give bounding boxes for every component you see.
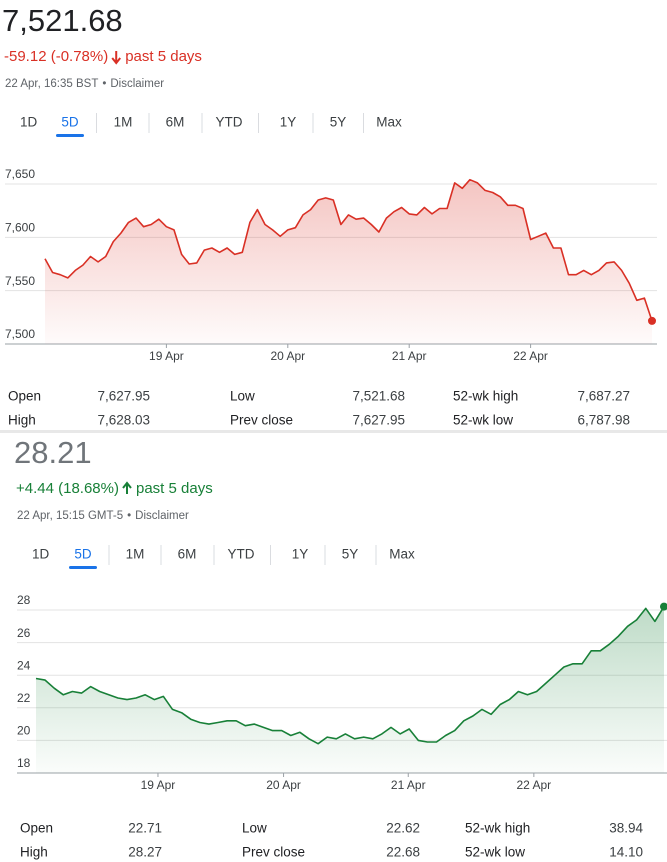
timestamp-text: 22 Apr, 15:15 GMT-5 [17,510,123,522]
timestamp-text: 22 Apr, 16:35 BST [5,78,98,90]
x-tick-label: 21 Apr [391,778,426,792]
stat-label: Open [8,389,41,404]
disclaimer-link[interactable]: Disclaimer [135,510,189,522]
range-tab[interactable]: 6M [166,115,185,130]
change-period: past 5 days [125,48,202,65]
x-tick-label: 20 Apr [270,349,305,363]
y-tick-label: 7,650 [5,167,35,181]
change-arrow [111,51,121,65]
divider [0,430,667,433]
change: -59.12 (-0.78%) [4,48,108,65]
stat-value: 7,628.03 [97,413,150,428]
change-value: +4.44 (18.68%) [16,480,119,497]
tab-underline [56,134,84,137]
timestamp: 22 Apr, 15:15 GMT-5 • Disclaimer [17,510,189,522]
stat-value: 7,687.27 [577,389,630,404]
stat-label: High [8,413,36,428]
timestamp: 22 Apr, 16:35 BST • Disclaimer [5,78,164,90]
range-tab[interactable]: 5Y [342,547,359,562]
range-tab[interactable]: 5D [61,115,79,130]
stat-label: Low [242,821,267,836]
price: 28.21 [14,435,92,470]
price: 7,521.68 [2,3,123,38]
range-tab[interactable]: 5D [74,547,92,562]
change: +4.44 (18.68%) [16,480,119,497]
y-tick-label: 7,550 [5,274,35,288]
area [36,606,664,773]
last-point [648,316,656,325]
y-tick-label: 26 [17,626,31,640]
range-tab[interactable]: 1Y [292,547,309,562]
stat-label: 52-wk low [465,845,525,860]
y-tick-label: 22 [17,691,31,705]
change-value: -59.12 (-0.78%) [4,48,108,65]
stat-value: 7,627.95 [97,389,150,404]
change-arrow [122,481,132,494]
x-tick-label: 22 Apr [516,778,551,792]
stat-label: Low [230,389,255,404]
area [45,179,652,344]
y-tick-label: 28 [17,593,31,607]
range-tab[interactable]: Max [389,547,415,562]
x-tick-label: 19 Apr [149,349,184,363]
stat-label: Open [20,821,53,836]
range-tab[interactable]: 1M [126,547,145,562]
stat-label: Prev close [242,845,305,860]
last-point [660,602,667,611]
stat-label: 52-wk high [465,821,530,836]
disclaimer-link[interactable]: Disclaimer [110,78,164,90]
range-tab[interactable]: YTD [228,547,255,562]
price-line [44,178,653,322]
stat-value: 14.10 [609,845,643,860]
range-tab[interactable]: Max [376,115,402,130]
stat-value: 22.71 [128,821,162,836]
range-tab[interactable]: 5Y [330,115,347,130]
stat-value: 22.68 [386,845,420,860]
stat-value: 38.94 [609,821,643,836]
range-tab[interactable]: 6M [178,547,197,562]
range-tab[interactable]: 1M [114,115,133,130]
x-tick-label: 22 Apr [513,349,548,363]
x-tick-label: 19 Apr [141,778,176,792]
range-tab[interactable]: 1D [32,547,50,562]
y-tick-label: 7,500 [5,327,35,341]
separator: • [127,510,131,522]
stat-value: 22.62 [386,821,420,836]
stat-value: 7,627.95 [352,413,405,428]
x-tick-label: 21 Apr [392,349,427,363]
stat-value: 28.27 [128,845,162,860]
stat-label: 52-wk high [453,389,518,404]
stat-label: High [20,845,48,860]
range-tab[interactable]: 1D [20,115,38,130]
stat-label: 52-wk low [453,413,513,428]
stat-value: 7,521.68 [352,389,405,404]
price-line [35,606,665,745]
y-tick-label: 20 [17,724,31,738]
range-tab[interactable]: YTD [216,115,243,130]
stat-label: Prev close [230,413,293,428]
range-tab[interactable]: 1Y [280,115,297,130]
change-period: past 5 days [136,480,213,497]
x-tick-label: 20 Apr [266,778,301,792]
y-tick-label: 18 [17,756,31,770]
y-tick-label: 7,600 [5,221,35,235]
tab-underline [69,566,97,569]
separator: • [102,78,106,90]
stat-value: 6,787.98 [577,413,630,428]
y-tick-label: 24 [17,658,31,672]
